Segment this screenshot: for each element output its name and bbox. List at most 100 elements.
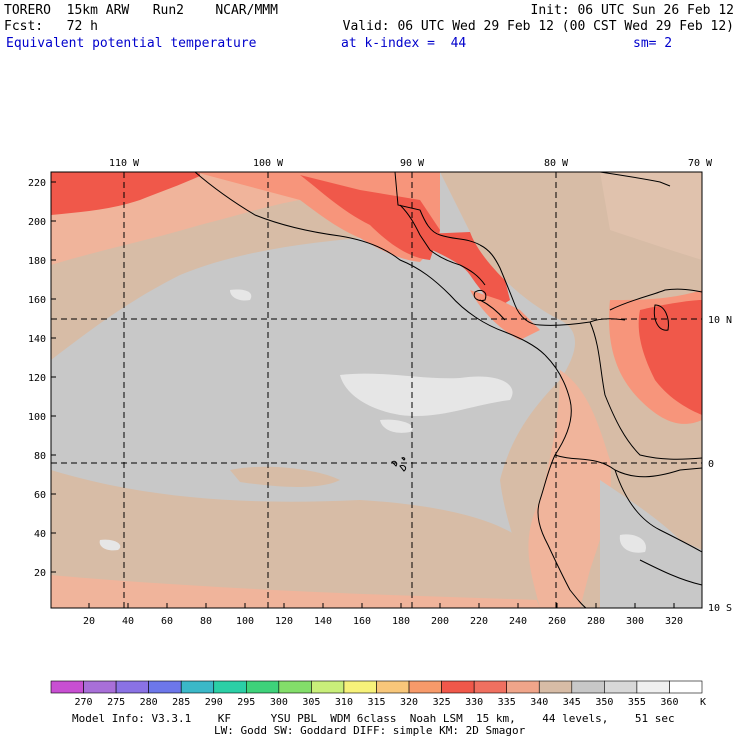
- x-tick-label: 100: [236, 616, 254, 627]
- colorbar-label: 305: [302, 697, 320, 708]
- colorbar-swatch: [83, 680, 117, 694]
- coast-yucatan: [394, 171, 481, 246]
- lat-label: 10 S: [708, 603, 732, 614]
- colorbar-swatch: [180, 680, 215, 694]
- colorbar-swatch: [50, 680, 84, 694]
- colorbar-label: 275: [107, 697, 125, 708]
- border-guatemala: [399, 204, 461, 266]
- y-tick-label: 100: [28, 412, 46, 423]
- colorbar-label: 320: [400, 697, 418, 708]
- colorbar-swatch: [571, 680, 605, 694]
- lon-label: 80 W: [544, 158, 569, 169]
- colorbar-label: 350: [595, 697, 613, 708]
- field-light-5: [380, 419, 413, 433]
- y-tick-label: 40: [34, 529, 46, 540]
- colorbar-swatch: [246, 680, 280, 694]
- x-tick-label: 120: [275, 616, 293, 627]
- colorbar-swatch: [604, 680, 638, 694]
- colorbar-swatch: [636, 680, 670, 694]
- colorbar-swatch: [408, 680, 442, 694]
- colorbar-swatch: [311, 680, 345, 694]
- lon-label: 100 W: [253, 158, 284, 169]
- colorbar-label: 310: [335, 697, 353, 708]
- colorbar-label: 290: [205, 697, 223, 708]
- x-tick-label: 20: [83, 616, 95, 627]
- field-light-4: [619, 534, 646, 553]
- colorbar-swatch: [376, 680, 410, 694]
- field-peach-south: [51, 575, 540, 608]
- x-tick-label: 80: [200, 616, 212, 627]
- lake-maracaibo: [653, 304, 669, 331]
- colorbar-swatch: [148, 680, 182, 694]
- x-tick-label: 300: [626, 616, 644, 627]
- colorbar-label: 345: [563, 697, 581, 708]
- colorbar-unit: K: [700, 697, 706, 708]
- x-tick-label: 240: [509, 616, 527, 627]
- x-tick-label: 160: [353, 616, 371, 627]
- coast-south-america: [537, 354, 587, 609]
- colorbar-label: 280: [140, 697, 158, 708]
- x-tick-label: 280: [587, 616, 605, 627]
- colorbar-label: 360: [660, 697, 678, 708]
- colorbar-swatch: [213, 680, 247, 694]
- field-red-nw: [51, 172, 200, 215]
- field-red-mexico: [300, 175, 440, 260]
- map-frame: [50, 171, 703, 609]
- field-name: Equivalent potential temperature: [6, 36, 257, 51]
- x-tick-labels: 20 40 60 80 100 120 140 160 180 200 220 …: [83, 616, 683, 627]
- lon-labels: 110 W 100 W 90 W 80 W 70 W: [109, 158, 713, 169]
- y-tick-label: 160: [28, 295, 46, 306]
- forecast-hour: Fcst: 72 h: [4, 19, 98, 34]
- colorbar-swatch: [115, 680, 149, 694]
- colorbar-label: 295: [237, 697, 255, 708]
- coast-venezuela-north: [609, 288, 703, 311]
- field-tan-patch: [230, 466, 340, 487]
- run-title: TORERO 15km ARW Run2 NCAR/MMM: [4, 3, 278, 18]
- lon-label: 90 W: [400, 158, 425, 169]
- lake-nicaragua: [473, 289, 487, 301]
- y-tick-label: 20: [34, 568, 46, 579]
- border-honduras: [459, 264, 486, 286]
- colorbar-labels: 270 275 280 285 290 295 300 305 310 315 320 325 330 3…: [75, 697, 679, 708]
- colorbar-label: 315: [367, 697, 385, 708]
- colorbar-label: 300: [270, 697, 288, 708]
- colorbar-label: 270: [75, 697, 93, 708]
- graticule: [51, 172, 702, 608]
- y-tick-label: 220: [28, 178, 46, 189]
- y-tick-label: 140: [28, 334, 46, 345]
- model-info: Model Info: V3.3.1 KF YSU PBL WDM 6class…: [72, 712, 675, 725]
- init-time: Init: 06 UTC Sun 26 Feb 12: [530, 3, 735, 18]
- valid-time: Valid: 06 UTC Wed 29 Feb 12 (00 CST Wed …: [342, 19, 734, 34]
- coastlines: [194, 171, 703, 609]
- x-tick-label: 60: [161, 616, 173, 627]
- smoothing: sm= 2: [633, 36, 673, 51]
- colorbar-swatch: [506, 680, 540, 694]
- y-tick-label: 80: [34, 451, 46, 462]
- x-tick-label: 260: [548, 616, 566, 627]
- y-tick-labels: 220 200 180 160 140 120 100 80 60 40 20: [28, 178, 46, 579]
- field-salmon-ca: [470, 290, 540, 340]
- x-tick-label: 40: [122, 616, 134, 627]
- physics-info: LW: Godd SW: Goddard DIFF: simple KM: 2D…: [214, 724, 526, 737]
- colorbar-label: 355: [628, 697, 646, 708]
- axis-ticks: [51, 181, 675, 608]
- field-gray-andes: [600, 480, 702, 608]
- border-bolivia: [639, 559, 703, 586]
- x-tick-label: 140: [314, 616, 332, 627]
- colorbar-swatch: [473, 680, 507, 694]
- colorbar-swatch: [538, 680, 573, 694]
- lat-labels: 10 N 0 10 S: [708, 315, 732, 614]
- field-tan-south: [51, 470, 540, 608]
- colorbar-swatch: [278, 680, 312, 694]
- coast-caribbean: [479, 244, 626, 326]
- colorbar: [50, 680, 703, 694]
- x-tick-label: 320: [665, 616, 683, 627]
- border-peru-brazil: [614, 469, 703, 553]
- y-tick-label: 200: [28, 217, 46, 228]
- x-tick-label: 180: [392, 616, 410, 627]
- field-light-1: [340, 373, 513, 417]
- colorbar-label: 340: [530, 697, 548, 708]
- y-tick-label: 120: [28, 373, 46, 384]
- coast-mexico: [194, 171, 546, 356]
